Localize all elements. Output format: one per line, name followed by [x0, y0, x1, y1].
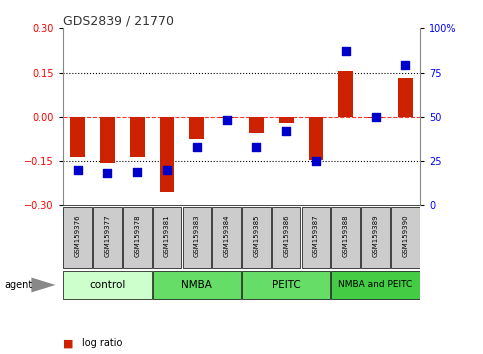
FancyBboxPatch shape: [213, 207, 241, 268]
Text: PEITC: PEITC: [272, 280, 300, 290]
Point: [342, 48, 350, 54]
Bar: [398, 79, 413, 117]
FancyBboxPatch shape: [242, 271, 330, 299]
Text: GSM159385: GSM159385: [254, 215, 259, 257]
FancyBboxPatch shape: [93, 207, 122, 268]
Bar: [189, 117, 204, 139]
FancyBboxPatch shape: [361, 207, 390, 268]
FancyBboxPatch shape: [272, 207, 300, 268]
Bar: [249, 117, 264, 133]
FancyBboxPatch shape: [391, 207, 420, 268]
Text: GSM159387: GSM159387: [313, 215, 319, 257]
Point: [74, 167, 82, 173]
Text: GSM159384: GSM159384: [224, 215, 229, 257]
Point: [193, 144, 201, 150]
Bar: [219, 117, 234, 118]
FancyBboxPatch shape: [302, 207, 330, 268]
Text: GSM159378: GSM159378: [134, 215, 140, 257]
Point: [163, 167, 171, 173]
FancyBboxPatch shape: [63, 207, 92, 268]
Text: NMBA: NMBA: [182, 280, 212, 290]
Text: GSM159388: GSM159388: [343, 215, 349, 257]
Bar: [130, 117, 145, 156]
Point: [282, 128, 290, 134]
FancyBboxPatch shape: [123, 207, 152, 268]
FancyBboxPatch shape: [331, 271, 420, 299]
FancyBboxPatch shape: [242, 207, 270, 268]
Bar: [368, 117, 383, 118]
FancyBboxPatch shape: [63, 271, 152, 299]
Bar: [338, 71, 353, 117]
Text: GDS2839 / 21770: GDS2839 / 21770: [63, 14, 174, 27]
Text: control: control: [89, 280, 126, 290]
Polygon shape: [31, 278, 56, 292]
Text: GSM159390: GSM159390: [402, 215, 408, 257]
Text: GSM159377: GSM159377: [104, 215, 111, 257]
Point: [312, 158, 320, 164]
Text: NMBA and PEITC: NMBA and PEITC: [339, 280, 412, 290]
Point: [223, 118, 230, 123]
Text: GSM159383: GSM159383: [194, 215, 200, 257]
Text: GSM159376: GSM159376: [75, 215, 81, 257]
Point: [253, 144, 260, 150]
Bar: [309, 117, 324, 160]
Point: [133, 169, 141, 175]
Text: ■: ■: [63, 338, 73, 348]
Bar: [100, 117, 115, 162]
FancyBboxPatch shape: [153, 271, 241, 299]
FancyBboxPatch shape: [153, 207, 181, 268]
Text: GSM159381: GSM159381: [164, 215, 170, 257]
Text: log ratio: log ratio: [82, 338, 123, 348]
Text: GSM159386: GSM159386: [283, 215, 289, 257]
Point: [104, 171, 112, 176]
Point: [372, 114, 380, 120]
Bar: [70, 117, 85, 156]
Text: GSM159389: GSM159389: [372, 215, 379, 257]
Text: agent: agent: [5, 280, 33, 290]
FancyBboxPatch shape: [183, 207, 211, 268]
Point: [401, 63, 409, 68]
FancyBboxPatch shape: [331, 207, 360, 268]
Bar: [279, 117, 294, 123]
Bar: [159, 117, 174, 192]
